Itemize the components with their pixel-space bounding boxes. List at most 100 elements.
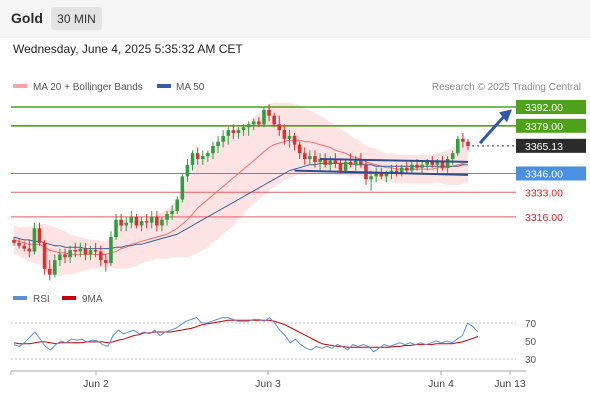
bollinger-band [14, 102, 468, 277]
ma9-legend-label: 9MA [82, 294, 103, 305]
price-tag-bg-2 [516, 138, 586, 153]
candle-body [98, 251, 103, 261]
candle-body [359, 159, 363, 165]
candle-body [155, 216, 159, 226]
candle-body [410, 164, 414, 171]
candle-body [17, 242, 21, 246]
ma9-legend-swatch [62, 296, 76, 300]
rsi-legend-swatch [13, 296, 27, 300]
price-tag-bg-0 [516, 100, 586, 114]
candle-body [328, 160, 333, 165]
candle-body [119, 219, 123, 226]
candle-body [134, 216, 139, 226]
candle-body [114, 219, 118, 238]
candle-body [404, 167, 409, 171]
candle-body [455, 138, 460, 154]
x-tick-label-0: Jun 2 [83, 378, 109, 390]
price-tag-0: 3392.00 [525, 102, 563, 114]
candle-body [374, 173, 378, 177]
candle-body [246, 124, 251, 128]
candle-body [313, 156, 317, 162]
x-tick-label-3: Jun 13 [494, 378, 526, 390]
candle-body [343, 161, 348, 171]
ma20-legend-label: MA 20 + Bollinger Bands [33, 82, 143, 93]
candle-body [338, 163, 343, 171]
candle-body [124, 222, 129, 226]
candle-body [415, 164, 419, 168]
candle-body [445, 159, 450, 168]
candle-body [73, 250, 78, 252]
candle-body [430, 161, 435, 165]
candle-body [68, 250, 72, 258]
x-tick-label-2: Jun 4 [428, 378, 454, 390]
candle-body [308, 156, 312, 160]
target-arrow-head [499, 109, 512, 123]
candle-body [165, 213, 169, 220]
price-tag-bg-1 [516, 118, 586, 133]
candle-body [221, 135, 225, 142]
candle-body [379, 173, 384, 177]
candle-body [251, 121, 256, 125]
candle-body [420, 164, 424, 168]
candle-body [42, 242, 47, 269]
credit-label: Research © 2025 Trading Central [432, 82, 581, 93]
candle-body [353, 159, 358, 165]
candle-body [277, 124, 282, 131]
candle-body [185, 164, 190, 177]
channel-lower-line [294, 169, 469, 176]
ma20-line [13, 139, 469, 255]
candle-body [93, 250, 98, 252]
candle-body [22, 245, 27, 249]
candle-body [32, 228, 37, 252]
candle-body [58, 254, 62, 261]
candle-body [226, 130, 231, 136]
price-pane: 3392.00 3379.00 3365.13 3346.00 3333.00 3316.… [11, 100, 586, 281]
candle-body [37, 228, 42, 243]
symbol-name: Gold [11, 10, 43, 26]
candle-body [216, 141, 220, 147]
candle-body [12, 239, 16, 243]
candle-body [394, 170, 399, 174]
candle-body [369, 176, 373, 180]
candle-body [231, 130, 236, 134]
price-tag-3: 3346.00 [525, 168, 563, 180]
rsi-tick-0: 30 [525, 355, 537, 366]
candle-body [287, 135, 292, 139]
ma50-legend-label: MA 50 [176, 82, 205, 93]
candle-body [323, 159, 327, 165]
rsi-pane: 30 50 70 [11, 316, 537, 366]
candle-body [435, 161, 440, 165]
price-tag-5: 3316.00 [525, 212, 563, 224]
candle-body [104, 260, 108, 264]
candle-body [262, 109, 266, 125]
candle-body [170, 211, 174, 214]
x-tick-label-1: Jun 3 [255, 378, 281, 390]
x-axis: Jun 2 Jun 3 Jun 4 Jun 13 [10, 370, 526, 390]
candle-body [302, 153, 307, 160]
candle-body [63, 254, 67, 258]
candle-body [211, 146, 215, 154]
candle-body [292, 135, 297, 145]
candle-body [88, 250, 93, 255]
header-bar: Gold 30 MIN [0, 0, 590, 38]
candle-body [129, 216, 134, 223]
candle-body [47, 268, 52, 275]
target-arrow-shaft [478, 115, 506, 145]
candle-body [384, 173, 389, 177]
candle-body [149, 216, 154, 223]
candle-body [272, 115, 276, 125]
candle-body [282, 130, 287, 139]
candle-body [109, 237, 113, 264]
candle-body [180, 176, 185, 200]
candle-body [425, 161, 429, 165]
candle-body [461, 138, 465, 142]
candle-body [466, 141, 470, 146]
candle-body [139, 221, 144, 226]
timeframe-button[interactable]: 30 MIN [51, 7, 102, 30]
candle-body [440, 161, 445, 168]
candle-body [450, 153, 455, 160]
channel-upper-line [320, 158, 469, 163]
candle-body [267, 109, 271, 116]
